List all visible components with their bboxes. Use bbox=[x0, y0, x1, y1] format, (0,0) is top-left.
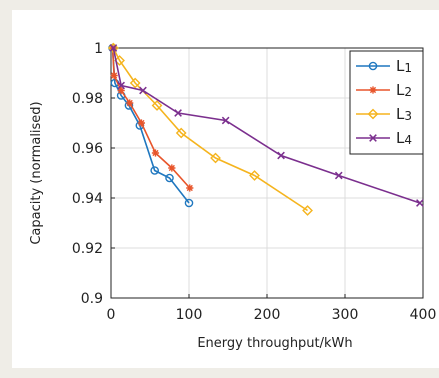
data-point bbox=[150, 166, 159, 175]
legend-label: L1 bbox=[396, 57, 412, 75]
series-line bbox=[112, 47, 421, 204]
series-line bbox=[112, 47, 309, 212]
data-point bbox=[186, 184, 194, 192]
data-point bbox=[277, 151, 285, 160]
y-tick-label: 0.96 bbox=[72, 141, 103, 157]
data-point bbox=[109, 44, 118, 52]
background-strip bbox=[0, 368, 439, 378]
data-point bbox=[151, 100, 163, 111]
series-l3 bbox=[107, 42, 313, 216]
data-point bbox=[117, 86, 125, 95]
y-axis-label: Capacity (normalised) bbox=[29, 101, 44, 244]
y-tick-label: 0.94 bbox=[72, 191, 103, 207]
legend-item-l2: L2 bbox=[356, 81, 412, 99]
data-point bbox=[221, 116, 230, 125]
data-point bbox=[137, 119, 146, 127]
series-l1 bbox=[108, 43, 194, 208]
y-tick-label: 0.9 bbox=[81, 291, 103, 307]
series-line bbox=[111, 47, 190, 204]
data-point bbox=[184, 198, 194, 208]
data-point bbox=[249, 170, 260, 181]
data-point bbox=[165, 173, 174, 183]
data-point bbox=[129, 77, 141, 89]
y-tick-label: 1 bbox=[94, 41, 103, 57]
legend-label: L2 bbox=[396, 81, 412, 99]
data-point bbox=[416, 199, 424, 207]
legend-item-l1: L1 bbox=[356, 57, 412, 75]
data-point bbox=[302, 205, 313, 216]
series-line bbox=[111, 47, 191, 189]
data-point bbox=[110, 71, 118, 80]
legend-label: L3 bbox=[396, 105, 412, 123]
legend-marker bbox=[369, 86, 377, 94]
data-point bbox=[210, 152, 221, 164]
legend-marker bbox=[369, 134, 377, 142]
legend-item-l3: L3 bbox=[356, 105, 412, 123]
data-point bbox=[174, 109, 182, 117]
x-axis: 0 100 200 300 400 bbox=[107, 294, 437, 323]
legend-box bbox=[349, 50, 424, 155]
legend-item-l4: L4 bbox=[356, 129, 412, 147]
series-group bbox=[107, 42, 424, 216]
x-tick-label: 300 bbox=[332, 307, 359, 323]
data-point bbox=[114, 55, 125, 66]
y-axis: 0.9 0.92 0.94 0.96 0.98 1 bbox=[72, 41, 115, 307]
x-tick-label: 0 bbox=[107, 307, 116, 323]
x-axis-label: Energy throughput/kWh bbox=[197, 336, 352, 351]
data-point bbox=[175, 127, 187, 139]
legend: L1 L2 L3 L4 bbox=[349, 50, 424, 155]
background-strip bbox=[0, 0, 439, 10]
x-tick-label: 400 bbox=[410, 307, 437, 323]
legend-label: L4 bbox=[396, 129, 412, 147]
data-point bbox=[139, 86, 147, 95]
y-tick-label: 0.92 bbox=[72, 241, 103, 257]
legend-marker bbox=[368, 61, 378, 71]
data-point bbox=[168, 164, 176, 172]
x-tick-label: 200 bbox=[254, 307, 281, 323]
data-point bbox=[334, 171, 343, 180]
data-point bbox=[151, 149, 160, 157]
data-point bbox=[117, 81, 125, 90]
data-point bbox=[126, 99, 134, 107]
y-tick-label: 0.98 bbox=[72, 91, 103, 107]
x-tick-label: 100 bbox=[176, 307, 203, 323]
series-l4 bbox=[109, 44, 424, 207]
data-point bbox=[107, 42, 119, 54]
background-strip bbox=[0, 0, 12, 378]
legend-marker bbox=[367, 108, 379, 120]
